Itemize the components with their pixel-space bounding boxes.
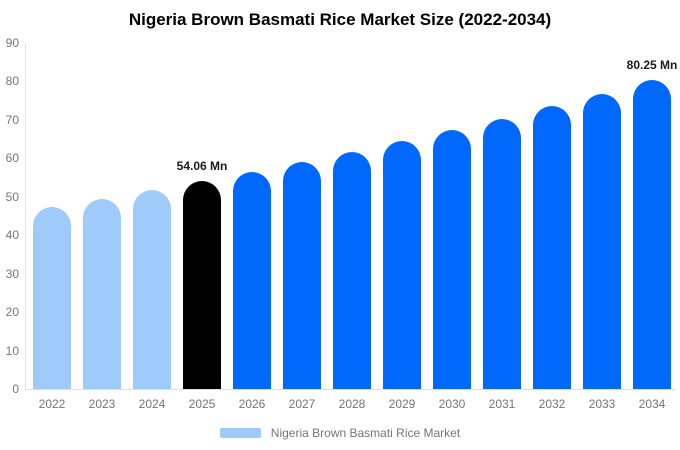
y-tick-label-90: 90 [5, 36, 19, 50]
bar-2023[interactable] [83, 198, 121, 389]
legend[interactable]: Nigeria Brown Basmati Rice Market [0, 426, 680, 440]
y-tick-label-40: 40 [5, 228, 19, 243]
bar-2033[interactable] [583, 93, 621, 389]
y-tick-label-30: 30 [5, 266, 19, 281]
x-tick-label-2027: 2027 [288, 397, 316, 411]
bar-2022[interactable] [33, 206, 71, 389]
x-tick-label-2034: 2034 [638, 397, 666, 411]
x-tick-label-2025: 2025 [188, 397, 216, 411]
bar-2031[interactable] [483, 118, 521, 389]
x-tick-label-2026: 2026 [238, 397, 266, 411]
y-tick-label-0: 0 [12, 382, 19, 396]
y-tick-label-70: 70 [5, 112, 19, 127]
x-tick-label-2028: 2028 [338, 397, 366, 411]
bar-2030[interactable] [433, 130, 471, 389]
bar-2028[interactable] [333, 151, 371, 389]
x-tick-label-2023: 2023 [88, 397, 116, 411]
chart-title: Nigeria Brown Basmati Rice Market Size (… [128, 10, 552, 29]
x-tick-label-2031: 2031 [488, 397, 516, 411]
y-tick-label-60: 60 [5, 151, 19, 166]
bar-2024[interactable] [133, 190, 171, 389]
bar-2034[interactable] [633, 80, 671, 389]
y-tick-label-10: 10 [5, 343, 19, 358]
y-tick-label-20: 20 [5, 305, 19, 320]
y-tick-label-50: 50 [5, 189, 19, 204]
bar-2032[interactable] [533, 106, 571, 389]
legend-swatch-icon [219, 428, 261, 438]
plot-area: 54.06 Mn 80.25 Mn [25, 43, 678, 389]
bar-2027[interactable] [283, 162, 321, 389]
data-label-2034: 80.25 Mn [626, 58, 678, 73]
bar-2029[interactable] [383, 141, 421, 389]
x-axis-line [25, 389, 676, 390]
x-tick-label-2030: 2030 [438, 397, 466, 411]
bar-2026[interactable] [233, 171, 271, 389]
x-tick-label-2029: 2029 [388, 397, 416, 411]
y-tick-label-80: 80 [5, 74, 19, 89]
bar-2025[interactable] [183, 181, 221, 389]
legend-label: Nigeria Brown Basmati Rice Market [270, 426, 461, 440]
data-label-2025: 54.06 Mn [176, 159, 228, 174]
y-axis-line [25, 43, 26, 390]
x-tick-label-2033: 2033 [588, 397, 616, 411]
x-tick-label-2032: 2032 [538, 397, 566, 411]
x-tick-label-2024: 2024 [138, 397, 166, 411]
x-tick-label-2022: 2022 [38, 397, 66, 411]
